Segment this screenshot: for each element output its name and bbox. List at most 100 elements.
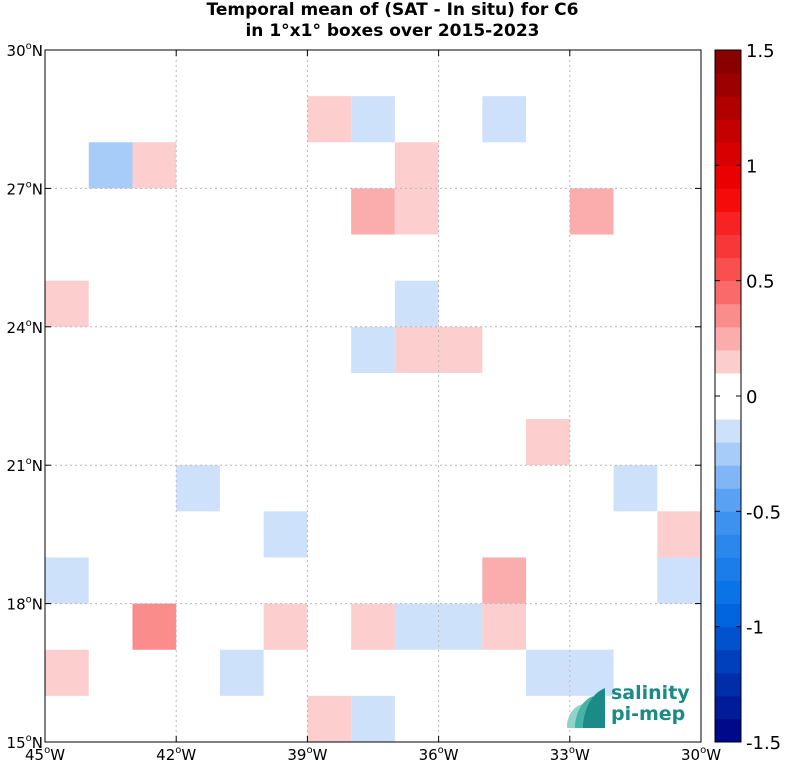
colorbar-segment bbox=[715, 695, 741, 720]
x-tick-label: 36oW bbox=[419, 745, 459, 763]
colorbar-segment bbox=[715, 396, 741, 420]
colorbar-tick-label: -1 bbox=[746, 618, 764, 639]
heatmap-cell-28 bbox=[45, 649, 89, 696]
logo-text-line-1: salinity bbox=[611, 682, 690, 704]
heatmap-cell-21 bbox=[657, 557, 701, 604]
heatmap-cell-3 bbox=[88, 142, 133, 189]
y-tick-label: 15oN bbox=[7, 733, 43, 752]
colorbar-segment bbox=[715, 188, 741, 212]
heatmap-cell-24 bbox=[351, 603, 395, 650]
colorbar-segment bbox=[715, 280, 741, 305]
colorbar bbox=[714, 49, 742, 743]
colorbar-segment bbox=[715, 672, 741, 697]
heatmap-cell-12 bbox=[394, 326, 439, 373]
salinity-pi-mep-logo: salinity pi-mep bbox=[563, 683, 693, 734]
colorbar-segment bbox=[715, 649, 741, 674]
colorbar-segment bbox=[715, 488, 741, 512]
grid-layer bbox=[45, 50, 701, 742]
x-axis-tick-labels: 45oW 42oW 39oW 36oW 33oW 30oW bbox=[25, 745, 721, 763]
colorbar-segment bbox=[715, 465, 741, 489]
x-tick-label: 45oW bbox=[25, 745, 65, 763]
y-axis-tick-labels: 15oN 18oN 21oN 24oN 27oN 30oN bbox=[7, 41, 43, 752]
colorbar-segment bbox=[715, 73, 741, 97]
colorbar-tick-label: 0.5 bbox=[746, 272, 775, 293]
heatmap-cell-30 bbox=[526, 649, 570, 696]
colorbar-tick-label: 1 bbox=[746, 156, 757, 177]
heatmap-cell-25 bbox=[394, 603, 439, 650]
heatmap-cell-7 bbox=[394, 188, 439, 235]
x-tick-label: 42oW bbox=[156, 745, 196, 763]
heatmap-cell-27 bbox=[482, 603, 527, 650]
heatmap-cell-14 bbox=[526, 419, 570, 466]
y-tick-label: 30oN bbox=[7, 41, 43, 60]
logo-text-line-2: pi-mep bbox=[611, 703, 686, 725]
colorbar-segment bbox=[715, 626, 741, 651]
colorbar-segment bbox=[715, 303, 741, 328]
heatmap-cell-13 bbox=[438, 326, 483, 373]
heatmap-cell-22 bbox=[132, 603, 177, 650]
heatmap-cell-11 bbox=[351, 326, 395, 373]
cell-layer bbox=[45, 96, 701, 742]
colorbar-tick-label: 0 bbox=[746, 387, 757, 408]
colorbar-tick-label: -1.5 bbox=[746, 733, 781, 754]
heatmap-cell-20 bbox=[482, 557, 527, 604]
heatmap-cell-9 bbox=[45, 280, 89, 327]
axis-ticks bbox=[44, 49, 702, 743]
heatmap-cell-18 bbox=[657, 511, 701, 558]
colorbar-segment bbox=[715, 234, 741, 259]
colorbar-segment bbox=[715, 442, 741, 466]
colorbar-segment bbox=[715, 534, 741, 558]
colorbar-segment bbox=[715, 718, 741, 743]
heatmap-cell-31 bbox=[569, 649, 614, 696]
y-tick-label: 27oN bbox=[7, 179, 43, 198]
colorbar-segment bbox=[715, 326, 741, 351]
colorbar-segment bbox=[715, 349, 741, 374]
heatmap-cell-8 bbox=[569, 188, 614, 235]
chart-title-line-2: in 1°x1° boxes over 2015-2023 bbox=[245, 21, 540, 41]
colorbar-segment bbox=[715, 372, 741, 397]
heatmap-cell-10 bbox=[394, 280, 439, 327]
colorbar-segment bbox=[715, 511, 741, 535]
colorbar-segment bbox=[715, 211, 741, 236]
wave-logo-icon bbox=[567, 688, 605, 728]
heatmap-cell-16 bbox=[613, 465, 658, 512]
x-tick-label: 30oW bbox=[681, 745, 721, 763]
colorbar-tick-label: -0.5 bbox=[746, 502, 781, 523]
y-tick-label: 21oN bbox=[7, 456, 43, 475]
colorbar-segment bbox=[715, 165, 741, 189]
colorbar-segment bbox=[715, 50, 741, 74]
chart-title: Temporal mean of (SAT - In situ) for C6 … bbox=[0, 0, 785, 42]
heatmap-cell-0 bbox=[307, 96, 352, 143]
colorbar-segment bbox=[715, 419, 741, 443]
heatmap-cell-2 bbox=[482, 96, 527, 143]
heatmap-cell-23 bbox=[263, 603, 308, 650]
y-tick-label: 24oN bbox=[7, 318, 43, 337]
colorbar-segment bbox=[715, 603, 741, 628]
colorbar-segment bbox=[715, 580, 741, 605]
heatmap-cell-1 bbox=[351, 96, 395, 143]
colorbar-segment bbox=[715, 142, 741, 166]
x-tick-label: 33oW bbox=[550, 745, 590, 763]
heatmap-cell-17 bbox=[263, 511, 308, 558]
heatmap-cell-19 bbox=[45, 557, 89, 604]
colorbar-segment bbox=[715, 96, 741, 120]
colorbar-segment bbox=[715, 119, 741, 143]
colorbar-segment bbox=[715, 257, 741, 282]
heatmap-cell-6 bbox=[351, 188, 395, 235]
plot-frame bbox=[44, 49, 702, 743]
logo-text: salinity pi-mep bbox=[611, 683, 690, 725]
colorbar-segment bbox=[715, 557, 741, 582]
x-tick-label: 39oW bbox=[287, 745, 327, 763]
heatmap-cell-5 bbox=[394, 142, 439, 189]
chart-title-line-1: Temporal mean of (SAT - In situ) for C6 bbox=[206, 0, 579, 20]
heatmap-cell-33 bbox=[351, 695, 395, 742]
heatmap-cell-26 bbox=[438, 603, 483, 650]
heatmap-cell-15 bbox=[176, 465, 220, 512]
heatmap-cell-4 bbox=[132, 142, 177, 189]
y-tick-label: 18oN bbox=[7, 595, 43, 614]
colorbar-tick-label: 1.5 bbox=[746, 41, 775, 62]
heatmap-cell-32 bbox=[307, 695, 352, 742]
heatmap-cell-29 bbox=[219, 649, 264, 696]
colorbar-tick-labels: 1.5 1 0.5 0 -0.5 -1 -1.5 bbox=[746, 41, 781, 754]
